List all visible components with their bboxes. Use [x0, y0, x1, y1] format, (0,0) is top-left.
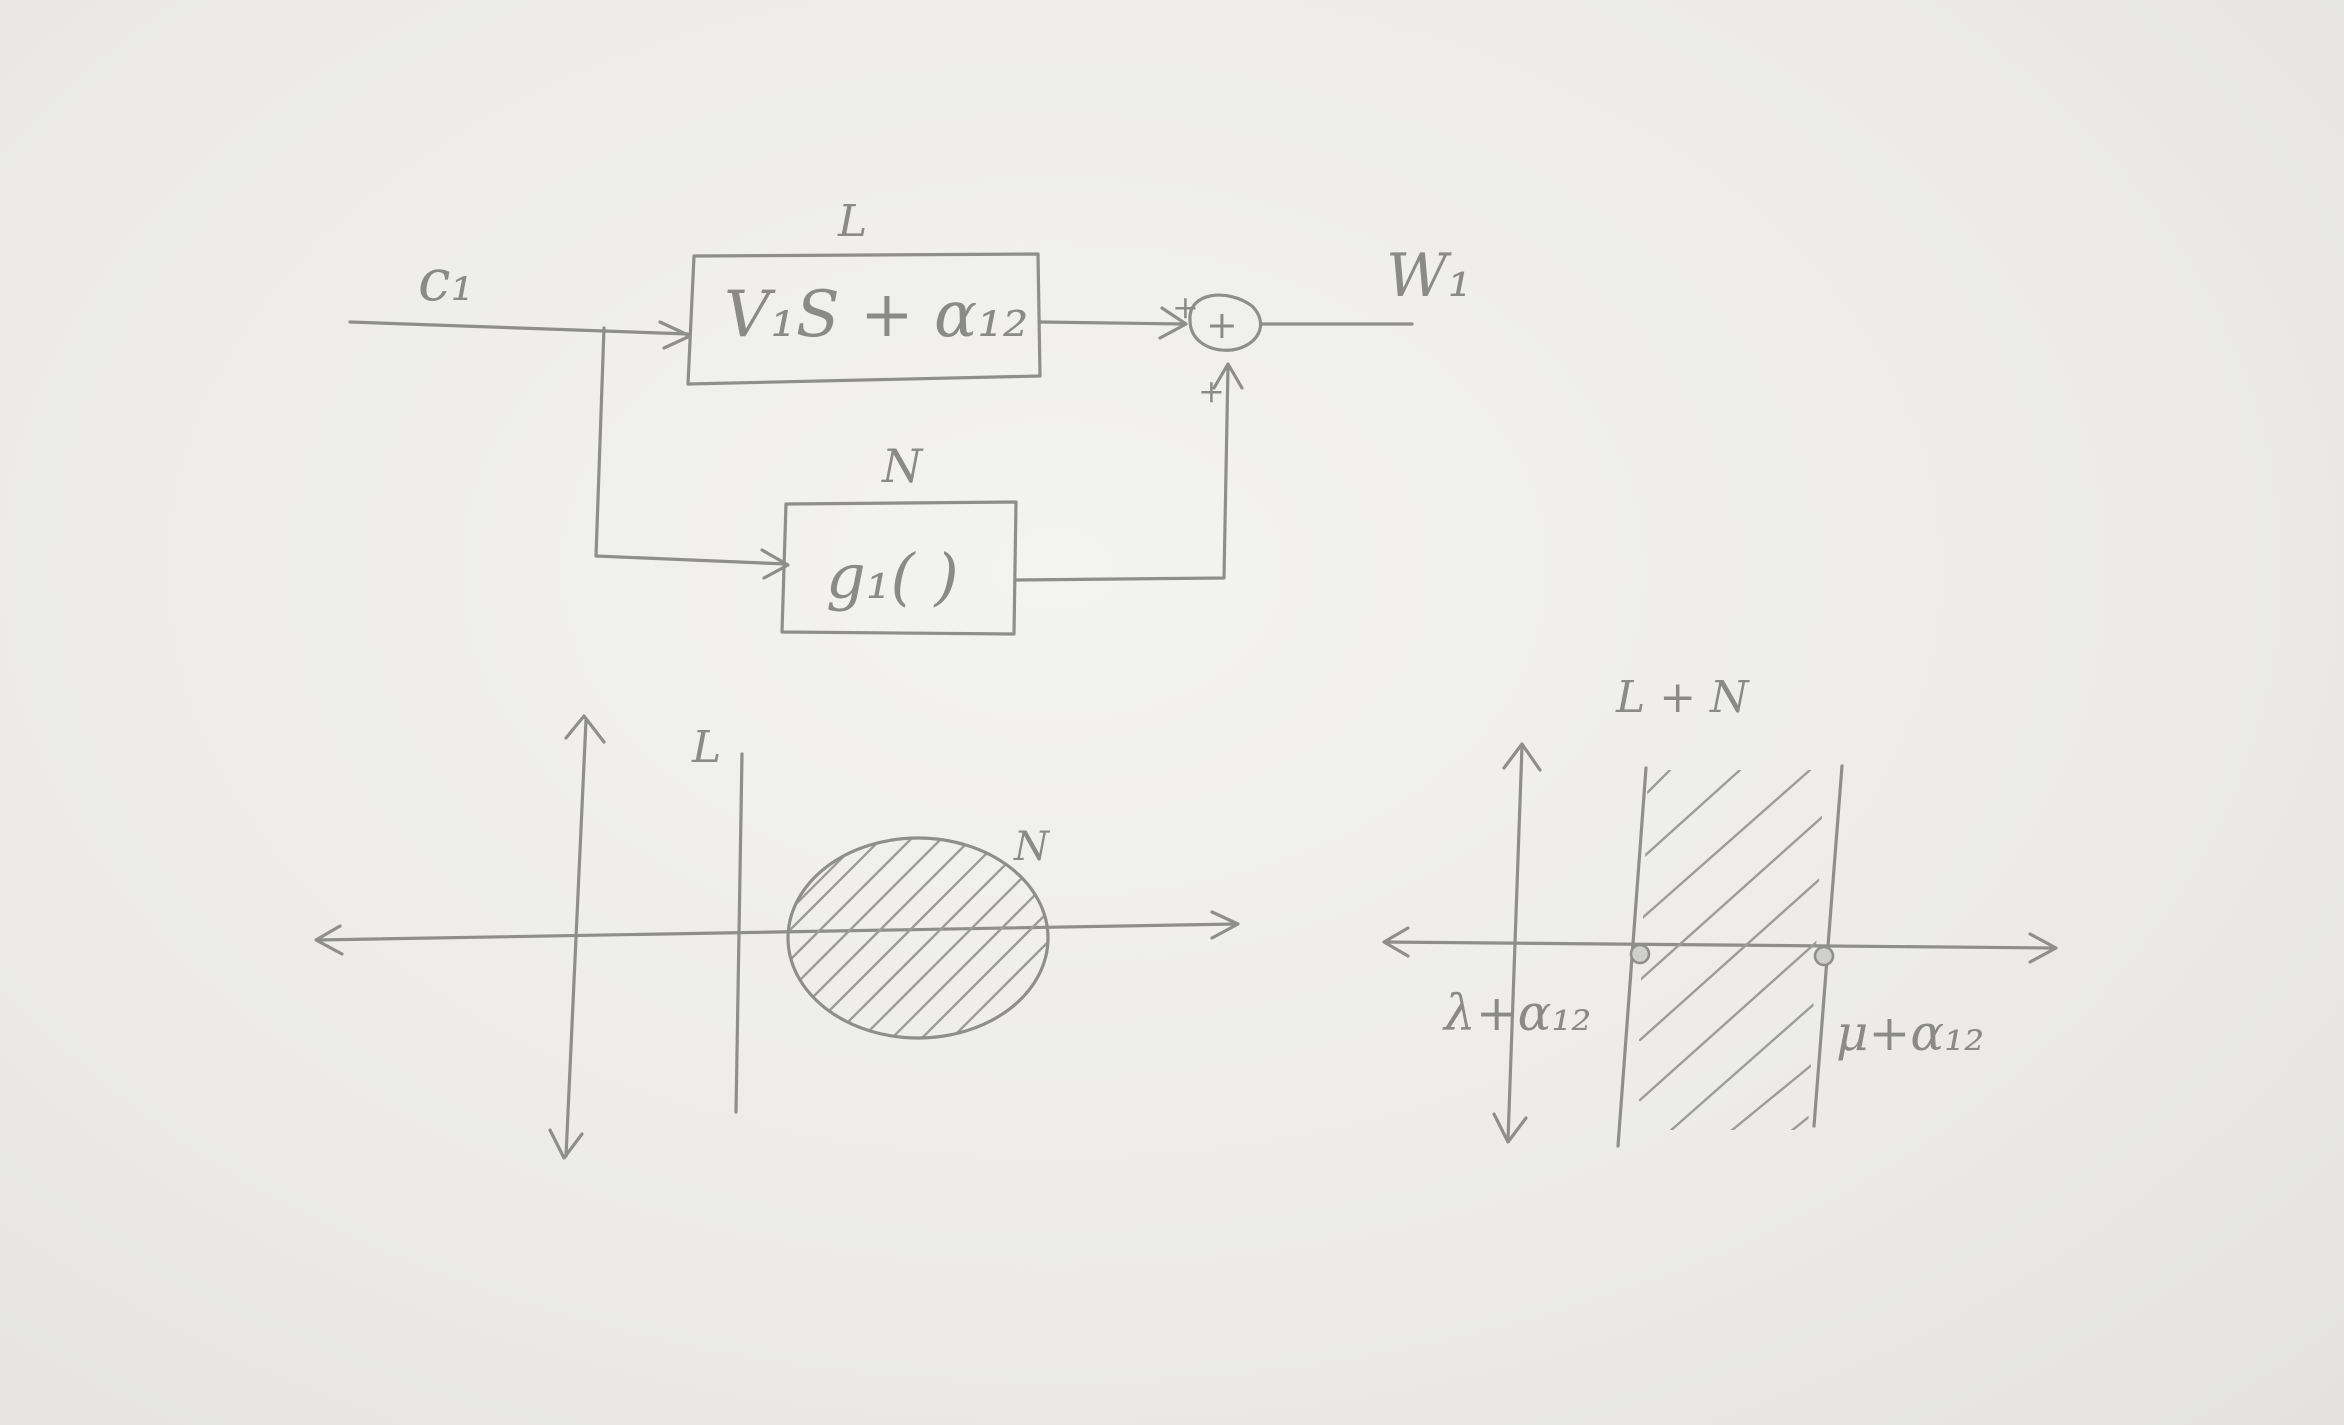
output-label: W₁ [1386, 241, 1472, 311]
nonlinear-block [780, 500, 1018, 636]
left-axis-arrow-down [548, 1128, 584, 1160]
right-axis-arrow-left [1382, 926, 1410, 958]
right-plot-title: L + N [1615, 672, 1750, 723]
n-region-boundary [786, 836, 1050, 1040]
left-point-label: λ+α₁₂ [1442, 984, 1591, 1042]
right-point-label: μ+α₁₂ [1836, 1004, 1984, 1062]
left-plot-horizontal-axis [316, 922, 1238, 942]
linear-block-tag: L [837, 196, 867, 247]
left-plot-l-line [734, 752, 744, 1114]
input-signal-line [348, 320, 690, 336]
left-axis-arrow-up [564, 714, 606, 744]
left-plot-region-label: N [1013, 824, 1051, 870]
left-axis-arrow-right [1210, 910, 1240, 940]
left-plot-vertical-axis [564, 718, 588, 1158]
n-output-line [1014, 364, 1230, 582]
right-plot-vertical-axis [1506, 744, 1524, 1142]
right-plot: L + N λ+α₁₂ μ+α₁₂ [1382, 672, 2058, 1148]
right-axis-arrow-down [1492, 1112, 1528, 1144]
left-plot: L N [314, 714, 1240, 1160]
l-output-line [1038, 320, 1186, 326]
sum-sign-top: + [1172, 288, 1199, 326]
left-strip-point [1629, 943, 1651, 965]
left-axis-arrow-left [314, 924, 344, 956]
linear-block-expression: V₁S + α₁₂ [724, 278, 1029, 352]
strip-right-boundary [1812, 764, 1844, 1128]
block-diagram: c₁ W₁ L V₁S + α₁₂ N g₁( ) + + + [348, 196, 1472, 636]
input-label: c₁ [418, 246, 474, 314]
right-plot-horizontal-axis [1384, 940, 2056, 950]
branch-arrowhead [760, 548, 790, 580]
strip-hatching [1638, 770, 1824, 1130]
branch-line-to-n [594, 326, 788, 566]
l-output-arrowhead [1158, 306, 1188, 340]
nonlinear-block-tag: N [881, 439, 924, 493]
sum-symbol: + [1206, 303, 1238, 347]
right-axis-arrow-right [2028, 932, 2058, 964]
nonlinear-block-expression: g₁( ) [826, 540, 959, 613]
sum-sign-bottom: + [1198, 372, 1225, 410]
linear-block [686, 252, 1042, 386]
left-plot-line-label: L [691, 722, 721, 773]
n-output-arrowhead [1212, 362, 1244, 390]
summing-junction [1188, 293, 1263, 352]
right-strip-point [1813, 945, 1835, 967]
right-axis-arrow-up [1502, 742, 1542, 772]
